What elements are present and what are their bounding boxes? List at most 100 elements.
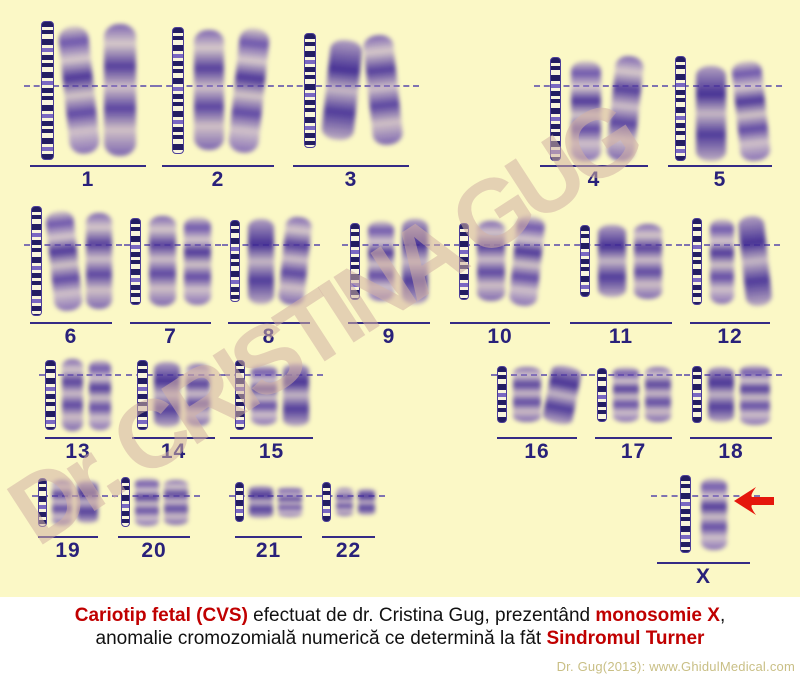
ideogram-icon bbox=[549, 57, 561, 161]
chromosome-image bbox=[282, 363, 309, 426]
group-underline bbox=[162, 165, 274, 167]
chromosome-image bbox=[186, 363, 210, 426]
chromosome-group-10: 10 bbox=[444, 200, 560, 349]
chromosome-group-15: 15 bbox=[224, 352, 323, 464]
group-label: 14 bbox=[160, 440, 187, 463]
chromosome-cluster bbox=[124, 200, 221, 322]
karyotype-figure: 1 2 3 4 bbox=[0, 0, 800, 597]
chromosome-image bbox=[710, 218, 734, 304]
group-label: 22 bbox=[335, 539, 362, 562]
group-underline bbox=[690, 322, 770, 324]
ideogram-icon bbox=[120, 477, 130, 527]
chromosome-cluster bbox=[651, 466, 760, 562]
caption-red-cariotip: Cariotip fetal (CVS) bbox=[74, 605, 248, 626]
group-underline bbox=[132, 437, 215, 439]
ideogram-icon bbox=[459, 222, 469, 300]
caption-red-monosomie: monosomie X bbox=[595, 605, 720, 626]
caption-line-2: anomalie cromozomială numerică ce determ… bbox=[0, 627, 800, 650]
chromosome-image bbox=[134, 478, 159, 526]
chromosome-cluster bbox=[342, 200, 440, 322]
chromosome-cluster bbox=[684, 200, 780, 322]
ideogram-icon bbox=[304, 32, 316, 148]
chromosome-cluster bbox=[491, 352, 587, 437]
group-underline bbox=[322, 536, 375, 538]
chromosome-group-16: 16 bbox=[491, 352, 587, 464]
chromosome-cluster bbox=[39, 352, 121, 437]
ideogram-icon bbox=[137, 359, 148, 430]
chromosome-image bbox=[77, 481, 99, 523]
chromosome-image bbox=[335, 488, 353, 516]
ideogram-icon bbox=[680, 475, 691, 553]
chromosome-image bbox=[44, 209, 83, 313]
chromosome-group-9: 9 bbox=[342, 200, 440, 349]
chromosome-cluster bbox=[224, 352, 323, 437]
chromosome-image bbox=[605, 54, 644, 163]
chromosome-cluster bbox=[287, 15, 419, 165]
chromosome-image bbox=[183, 217, 211, 305]
chromosome-group-21: 21 bbox=[229, 468, 312, 563]
group-label: X bbox=[695, 565, 711, 588]
chromosome-image bbox=[737, 214, 773, 308]
group-label: 15 bbox=[258, 440, 285, 463]
group-label: 18 bbox=[718, 440, 744, 463]
chromosome-group-5: 5 bbox=[662, 15, 782, 192]
chromosome-group-12: 12 bbox=[684, 200, 780, 349]
ideogram-icon bbox=[230, 220, 240, 302]
ideogram-icon bbox=[234, 359, 245, 430]
group-underline bbox=[540, 165, 648, 167]
chromosome-group-22: 22 bbox=[316, 468, 385, 563]
chromosome-cluster bbox=[112, 468, 200, 536]
group-underline bbox=[30, 322, 112, 324]
chromosome-cluster bbox=[316, 468, 385, 536]
group-underline bbox=[228, 322, 310, 324]
group-underline bbox=[235, 536, 302, 538]
chromosome-cluster bbox=[126, 352, 225, 437]
chromosome-group-20: 20 bbox=[112, 468, 200, 563]
ideogram-icon bbox=[322, 482, 331, 522]
chromosome-image bbox=[730, 59, 771, 163]
ideogram-icon bbox=[30, 206, 42, 316]
chromosome-image bbox=[85, 213, 112, 309]
chromosome-image bbox=[513, 367, 541, 422]
chromosome-cluster bbox=[662, 15, 782, 165]
chromosome-image bbox=[163, 479, 188, 525]
monosomy-arrow-icon bbox=[733, 486, 775, 516]
ideogram-icon bbox=[130, 217, 141, 305]
caption-comma: , bbox=[719, 605, 726, 626]
group-underline bbox=[657, 562, 750, 564]
group-label: 4 bbox=[587, 168, 601, 191]
group-underline bbox=[293, 165, 409, 167]
chromosome-image bbox=[701, 478, 727, 550]
chromosome-image bbox=[61, 358, 84, 431]
group-underline bbox=[130, 322, 211, 324]
group-underline bbox=[230, 437, 313, 439]
group-label: 5 bbox=[713, 168, 727, 191]
chromosome-group-8: 8 bbox=[222, 200, 320, 349]
chromosome-cluster bbox=[444, 200, 560, 322]
ideogram-icon bbox=[350, 222, 360, 300]
ideogram-icon bbox=[692, 217, 702, 305]
chromosome-cluster bbox=[589, 352, 682, 437]
group-underline bbox=[118, 536, 190, 538]
ideogram-icon bbox=[497, 366, 507, 423]
chromosome-group-2: 2 bbox=[156, 15, 284, 192]
chromosome-image bbox=[368, 221, 394, 301]
chromosome-image bbox=[278, 487, 302, 517]
chromosome-cluster bbox=[229, 468, 312, 536]
chromosome-image bbox=[51, 479, 73, 525]
group-label: 9 bbox=[382, 325, 396, 348]
chromosome-image bbox=[320, 38, 364, 142]
chromosome-image bbox=[154, 362, 180, 427]
group-label: 20 bbox=[141, 539, 167, 562]
chromosome-group-6: 6 bbox=[24, 200, 122, 349]
chromosome-group-14: 14 bbox=[126, 352, 225, 464]
chromosome-image bbox=[56, 24, 101, 156]
chromosome-image bbox=[194, 30, 224, 150]
group-label: 11 bbox=[608, 325, 634, 348]
chromosome-image bbox=[541, 363, 583, 426]
group-label: 3 bbox=[344, 168, 358, 191]
credit-text: Dr. Gug(2013): www.GhidulMedical.com bbox=[556, 659, 795, 674]
ideogram-icon bbox=[596, 367, 607, 422]
caption-black-2: anomalie cromozomială numerică ce determ… bbox=[95, 628, 547, 649]
group-label: 1 bbox=[81, 168, 95, 191]
